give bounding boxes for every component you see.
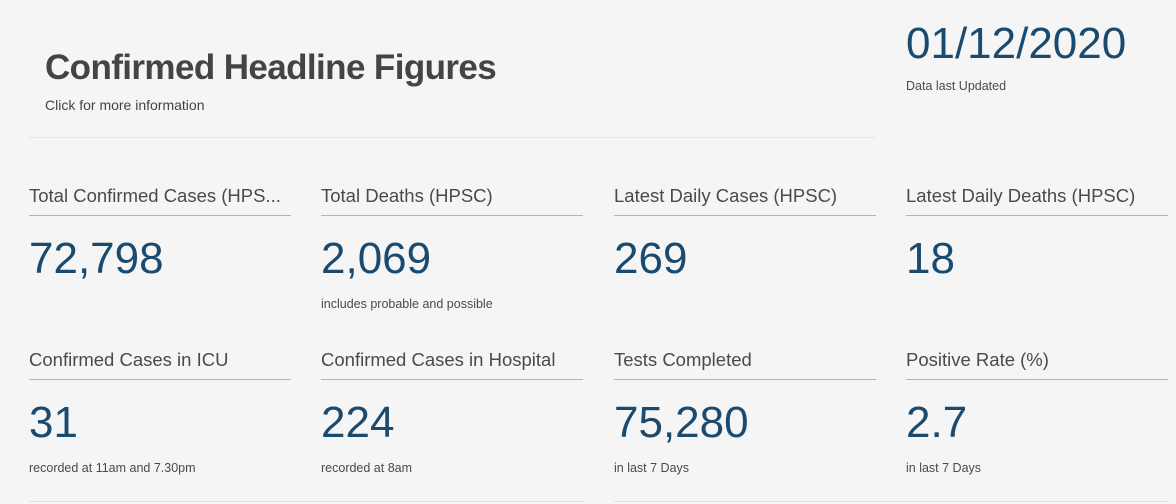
- stat-latest-daily-cases: Latest Daily Cases (HPSC) 269: [614, 185, 876, 297]
- stat-latest-daily-deaths: Latest Daily Deaths (HPSC) 18: [906, 185, 1168, 297]
- stat-note: includes probable and possible: [321, 297, 493, 311]
- divider: [614, 501, 1169, 502]
- stat-value: 72,798: [29, 234, 164, 283]
- stat-positive-rate: Positive Rate (%) 2.7 in last 7 Days: [906, 349, 1168, 476]
- more-info-link[interactable]: Click for more information: [45, 97, 205, 113]
- stat-label: Confirmed Cases in Hospital: [321, 349, 583, 380]
- stat-note: in last 7 Days: [614, 461, 690, 475]
- stat-label: Latest Daily Deaths (HPSC): [906, 185, 1168, 216]
- headline-figures-card[interactable]: Confirmed Headline Figures Click for mor…: [28, 18, 876, 138]
- stat-tests-completed: Tests Completed 75,280 in last 7 Days: [614, 349, 876, 476]
- stat-value: 18: [906, 234, 955, 283]
- stat-label: Total Confirmed Cases (HPS...: [29, 185, 291, 216]
- stat-label: Confirmed Cases in ICU: [29, 349, 291, 380]
- stat-cases-in-icu: Confirmed Cases in ICU 31 recorded at 11…: [29, 349, 291, 476]
- stat-label: Latest Daily Cases (HPSC): [614, 185, 876, 216]
- stat-value: 224: [321, 398, 395, 447]
- stat-total-confirmed-cases: Total Confirmed Cases (HPS... 72,798: [29, 185, 291, 297]
- stat-note: in last 7 Days: [906, 461, 982, 475]
- stat-total-deaths: Total Deaths (HPSC) 2,069 includes proba…: [321, 185, 583, 312]
- last-updated-block: 01/12/2020 Data last Updated: [906, 19, 1166, 94]
- last-updated-label: Data last Updated: [906, 79, 1007, 93]
- stat-note: recorded at 8am: [321, 461, 413, 475]
- stat-label: Tests Completed: [614, 349, 876, 380]
- stat-value: 2.7: [906, 398, 968, 447]
- stat-value: 2,069: [321, 234, 432, 283]
- stat-note: recorded at 11am and 7.30pm: [29, 461, 196, 475]
- page-title: Confirmed Headline Figures: [45, 48, 497, 87]
- stat-value: 269: [614, 234, 688, 283]
- divider: [29, 501, 584, 502]
- stat-value: 75,280: [614, 398, 749, 447]
- stat-label: Positive Rate (%): [906, 349, 1168, 380]
- stat-value: 31: [29, 398, 78, 447]
- last-updated-date: 01/12/2020: [906, 19, 1127, 68]
- stat-cases-in-hospital: Confirmed Cases in Hospital 224 recorded…: [321, 349, 583, 476]
- stat-label: Total Deaths (HPSC): [321, 185, 583, 216]
